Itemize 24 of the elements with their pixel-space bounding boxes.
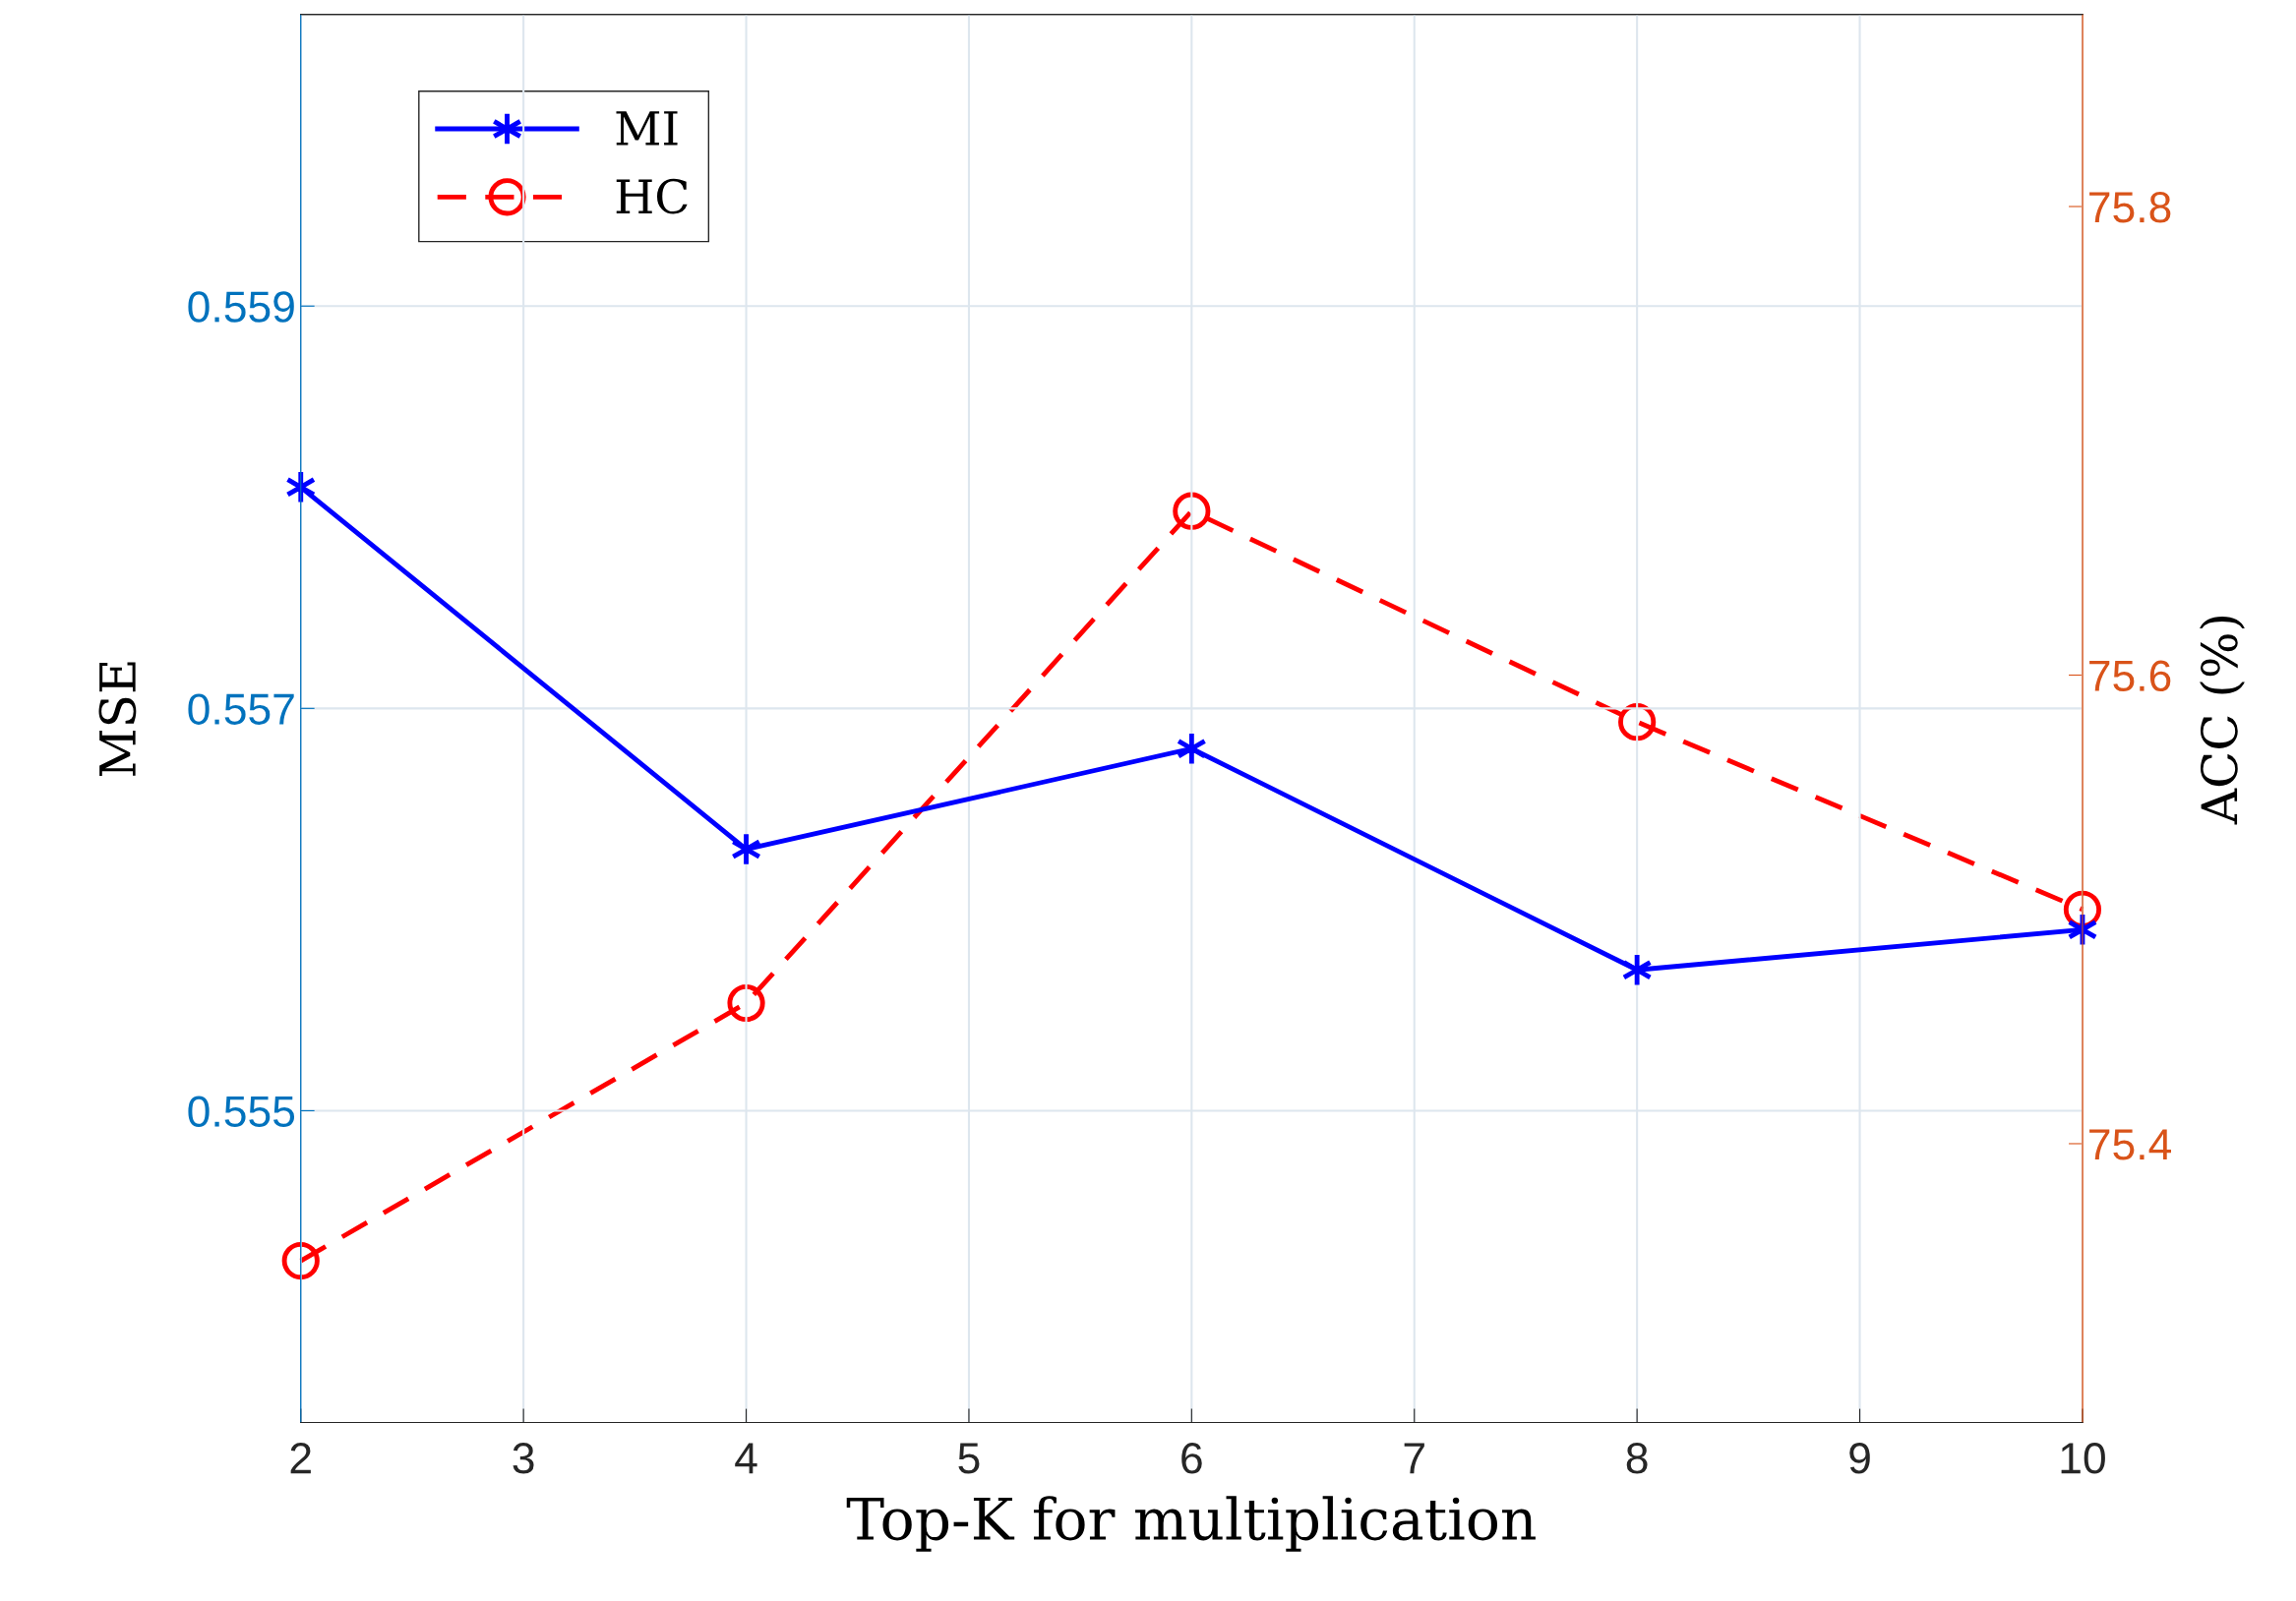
- point: [1618, 703, 1657, 741]
- point: [281, 1241, 320, 1280]
- y2-tick-label: 75.8: [2089, 192, 2171, 223]
- x-tick-label: 10: [2061, 1443, 2105, 1474]
- x-tick-label: 4: [735, 1443, 757, 1474]
- x-tick-label: 3: [513, 1443, 534, 1474]
- y2-axis-title: ACC (%): [2200, 617, 2245, 825]
- legend-label: HC: [616, 178, 688, 214]
- y-axis-title: MSE: [98, 662, 137, 777]
- y2-tick-label: 75.4: [2089, 1129, 2171, 1160]
- point: [727, 983, 765, 1023]
- x-tick-label: 9: [1849, 1443, 1870, 1474]
- x-tick-label: 6: [1181, 1443, 1202, 1474]
- y-tick-label: 0.555: [188, 1096, 295, 1127]
- x-axis-title: Top-K for multiplication: [846, 1496, 1536, 1552]
- x-tick-label: 5: [958, 1443, 980, 1474]
- x-tick-label: 7: [1404, 1443, 1424, 1474]
- y-tick-label: 0.557: [188, 693, 294, 725]
- y-tick-label: 0.559: [188, 291, 294, 323]
- legend-label: MI: [616, 111, 678, 146]
- x-tick-label: 8: [1626, 1443, 1648, 1474]
- point: [1173, 492, 1211, 530]
- x-tick-label: 2: [290, 1443, 311, 1474]
- y2-tick-label: 75.6: [2089, 660, 2171, 692]
